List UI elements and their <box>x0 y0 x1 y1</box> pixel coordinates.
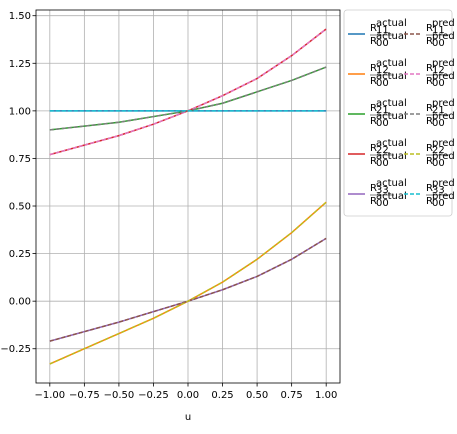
legend-sub: 12 <box>432 65 445 76</box>
legend-sub: 00 <box>376 118 389 129</box>
legend-sub: 00 <box>376 78 389 89</box>
legend-symbol: R <box>426 116 433 127</box>
legend-symbol: R <box>426 36 433 47</box>
legend-symbol: R <box>370 36 377 47</box>
legend-sub: 00 <box>376 198 389 209</box>
legend-sub: 21 <box>376 105 389 116</box>
legend-symbol: R <box>426 23 433 34</box>
y-tick-label: 1.00 <box>9 106 31 117</box>
legend-sup: actual <box>376 98 407 109</box>
legend-symbol: R <box>370 63 377 74</box>
legend-sup: pred <box>432 191 455 202</box>
legend-symbol: R <box>426 196 433 207</box>
x-tick-label: −1.00 <box>34 390 65 401</box>
x-tick-label: 0.75 <box>281 390 303 401</box>
legend-symbol: R <box>370 103 377 114</box>
legend-sub: 00 <box>376 38 389 49</box>
legend-sub: 21 <box>432 105 445 116</box>
legend-sub: 22 <box>432 145 445 156</box>
legend-symbol: R <box>426 76 433 87</box>
legend-sub: 00 <box>432 118 445 129</box>
legend-sup: actual <box>376 178 407 189</box>
legend-symbol: R <box>370 196 377 207</box>
legend-symbol: R <box>426 103 433 114</box>
y-tick-label: 0.25 <box>9 249 31 260</box>
y-tick-label: 1.25 <box>9 59 31 70</box>
legend-sup: actual <box>376 31 407 42</box>
legend-symbol: R <box>370 183 377 194</box>
legend-sup: pred <box>432 31 455 42</box>
legend-symbol: R <box>370 156 377 167</box>
legend-sub: 11 <box>376 25 389 36</box>
legend-sub: 33 <box>376 185 389 196</box>
legend-sup: actual <box>376 191 407 202</box>
legend-symbol: R <box>370 143 377 154</box>
legend-symbol: R <box>370 116 377 127</box>
series-line <box>49 201 327 365</box>
x-tick-label: 1.00 <box>315 390 337 401</box>
x-tick-label: 0.00 <box>177 390 199 401</box>
legend-sup: pred <box>432 151 455 162</box>
y-tick-label: 0.00 <box>9 297 31 308</box>
legend-sub: 00 <box>432 38 445 49</box>
legend-sub: 22 <box>376 145 389 156</box>
legend-sup: pred <box>432 98 455 109</box>
legend-sup: pred <box>432 18 455 29</box>
series-line <box>49 237 327 342</box>
legend-sub: 33 <box>432 185 445 196</box>
legend-sup: pred <box>432 111 455 122</box>
legend-sup: pred <box>432 71 455 82</box>
legend-sup: actual <box>376 111 407 122</box>
legend-sup: actual <box>376 18 407 29</box>
x-tick-label: 0.25 <box>211 390 233 401</box>
legend-sup: actual <box>376 58 407 69</box>
x-tick-label: −0.75 <box>69 390 100 401</box>
legend-symbol: R <box>426 156 433 167</box>
legend-symbol: R <box>426 183 433 194</box>
legend-sub: 11 <box>432 25 445 36</box>
legend-sup: pred <box>432 58 455 69</box>
legend-sub: 00 <box>432 78 445 89</box>
y-tick-label: 0.75 <box>9 154 31 165</box>
legend-symbol: R <box>370 76 377 87</box>
legend-sup: actual <box>376 151 407 162</box>
plot-frame <box>35 9 341 384</box>
legend-sub: 00 <box>376 158 389 169</box>
legend-sub: 00 <box>432 158 445 169</box>
y-tick-label: −0.25 <box>0 344 31 355</box>
legend-sup: pred <box>432 138 455 149</box>
legend-sub: 12 <box>376 65 389 76</box>
legend-sup: actual <box>376 138 407 149</box>
legend-symbol: R <box>370 23 377 34</box>
legend-sup: actual <box>376 71 407 82</box>
x-tick-label: −0.25 <box>138 390 169 401</box>
legend-box <box>343 9 453 217</box>
legend-sup: pred <box>432 178 455 189</box>
x-axis-label: u <box>185 412 191 423</box>
legend-symbol: R <box>426 63 433 74</box>
legend-symbol: R <box>426 143 433 154</box>
x-tick-label: 0.50 <box>246 390 268 401</box>
y-tick-label: 0.50 <box>9 202 31 213</box>
legend-sub: 00 <box>432 198 445 209</box>
x-tick-label: −0.50 <box>104 390 135 401</box>
y-tick-label: 1.50 <box>9 11 31 22</box>
